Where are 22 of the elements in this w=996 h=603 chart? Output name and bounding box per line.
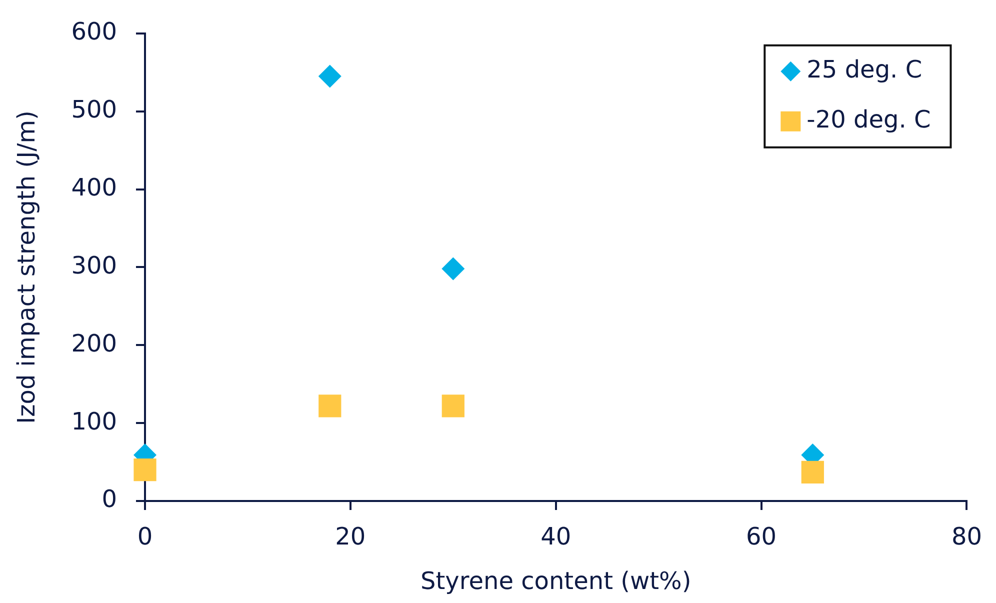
y-tick-label: 300 [71, 251, 117, 280]
point [442, 257, 465, 280]
y-tick-label: 400 [71, 174, 117, 202]
y-tick-label: 100 [71, 407, 117, 436]
x-tick-label: 60 [746, 522, 777, 551]
y-tick-label: 0 [102, 485, 117, 514]
y-axis-title: Izod impact strength (J/m) [12, 110, 41, 424]
y-tick-label: 200 [71, 329, 117, 358]
point [801, 460, 824, 484]
y-tick-label: 500 [71, 96, 117, 124]
x-axis-title: Styrene content (wt%) [420, 566, 692, 595]
point [134, 458, 156, 482]
point [442, 394, 464, 418]
legend-label: -20 deg. C [806, 106, 931, 134]
point [318, 394, 342, 418]
y-tick-label: 600 [71, 18, 117, 46]
x-tick-label: 40 [540, 522, 572, 551]
legend-label: 25 deg. C [806, 56, 922, 84]
x-tick-label: 20 [335, 522, 366, 551]
point [318, 64, 342, 88]
x-tick-label: 0 [137, 522, 153, 551]
x-tick-label: 80 [951, 522, 982, 551]
